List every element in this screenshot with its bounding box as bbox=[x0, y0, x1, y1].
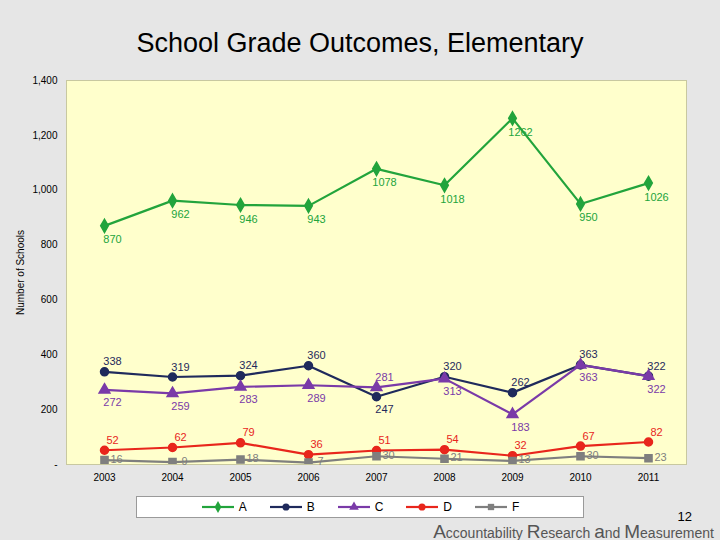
svg-text:283: 283 bbox=[239, 393, 257, 405]
svg-text:23: 23 bbox=[654, 451, 666, 463]
svg-text:1,000: 1,000 bbox=[32, 184, 57, 195]
svg-text:30: 30 bbox=[586, 449, 598, 461]
svg-text:Number of Schools: Number of Schools bbox=[15, 230, 26, 315]
svg-text:13: 13 bbox=[518, 453, 530, 465]
html-text:B: B bbox=[306, 500, 315, 514]
svg-text:79: 79 bbox=[242, 426, 254, 438]
svg-text:2010: 2010 bbox=[569, 472, 592, 483]
svg-text:324: 324 bbox=[239, 359, 257, 371]
svg-text:183: 183 bbox=[511, 421, 529, 433]
svg-text:320: 320 bbox=[443, 360, 461, 372]
html-text:ccountability: ccountability bbox=[445, 525, 523, 540]
html-text:School Grade Outcomes, Element: School Grade Outcomes, Elementary bbox=[136, 28, 584, 58]
svg-text:1026: 1026 bbox=[644, 191, 668, 203]
svg-text:1,400: 1,400 bbox=[32, 75, 57, 86]
svg-text:600: 600 bbox=[41, 294, 58, 305]
svg-text:36: 36 bbox=[310, 438, 322, 450]
svg-text:262: 262 bbox=[511, 376, 529, 388]
svg-text:313: 313 bbox=[443, 385, 461, 397]
svg-text:950: 950 bbox=[579, 211, 597, 223]
svg-text:2004: 2004 bbox=[161, 472, 184, 483]
svg-text:1078: 1078 bbox=[372, 176, 396, 188]
svg-text:400: 400 bbox=[41, 349, 58, 360]
svg-text:962: 962 bbox=[171, 208, 189, 220]
svg-text:32: 32 bbox=[514, 439, 526, 451]
svg-text:363: 363 bbox=[579, 348, 597, 360]
svg-text:322: 322 bbox=[647, 360, 665, 372]
svg-text:281: 281 bbox=[375, 371, 393, 383]
svg-text:272: 272 bbox=[103, 396, 121, 408]
svg-text:51: 51 bbox=[378, 434, 390, 446]
svg-text:52: 52 bbox=[106, 434, 118, 446]
html-text:esearch: esearch bbox=[540, 525, 591, 540]
svg-text:200: 200 bbox=[41, 404, 58, 415]
html-text:nd: nd bbox=[604, 525, 621, 540]
svg-text:360: 360 bbox=[307, 349, 325, 361]
svg-text:30: 30 bbox=[382, 449, 394, 461]
html-text:D: D bbox=[443, 500, 452, 514]
svg-text:62: 62 bbox=[174, 431, 186, 443]
svg-text:2006: 2006 bbox=[297, 472, 320, 483]
svg-text:800: 800 bbox=[41, 239, 58, 250]
svg-text:2007: 2007 bbox=[365, 472, 388, 483]
svg-text:363: 363 bbox=[579, 371, 597, 383]
svg-text:1,200: 1,200 bbox=[32, 130, 57, 141]
svg-text:322: 322 bbox=[647, 383, 665, 395]
svg-text:946: 946 bbox=[239, 213, 257, 225]
svg-text:289: 289 bbox=[307, 392, 325, 404]
svg-text:319: 319 bbox=[171, 361, 189, 373]
svg-text:338: 338 bbox=[103, 355, 121, 367]
svg-text:82: 82 bbox=[650, 426, 662, 438]
svg-text:1262: 1262 bbox=[508, 126, 532, 138]
svg-text:54: 54 bbox=[446, 433, 458, 445]
html-text:F: F bbox=[512, 500, 520, 514]
svg-text:16: 16 bbox=[110, 453, 122, 465]
svg-text:9: 9 bbox=[181, 455, 187, 467]
html-text:easurement: easurement bbox=[640, 525, 714, 540]
html-text:A: A bbox=[238, 500, 247, 514]
svg-text:2009: 2009 bbox=[501, 472, 524, 483]
svg-text:1018: 1018 bbox=[440, 193, 464, 205]
svg-text:2003: 2003 bbox=[93, 472, 116, 483]
svg-text:2005: 2005 bbox=[229, 472, 252, 483]
svg-text:21: 21 bbox=[450, 451, 462, 463]
svg-text:943: 943 bbox=[307, 213, 325, 225]
html-text:C: C bbox=[374, 500, 384, 514]
svg-text:18: 18 bbox=[246, 452, 258, 464]
svg-text:2011: 2011 bbox=[638, 472, 660, 483]
svg-text:67: 67 bbox=[582, 430, 594, 442]
svg-text:7: 7 bbox=[317, 455, 323, 467]
svg-text:247: 247 bbox=[375, 403, 393, 415]
svg-text:2008: 2008 bbox=[433, 472, 456, 483]
svg-text:870: 870 bbox=[103, 233, 121, 245]
html-text:12: 12 bbox=[677, 509, 692, 524]
svg-text:259: 259 bbox=[171, 400, 189, 412]
svg-text:-: - bbox=[54, 459, 57, 470]
